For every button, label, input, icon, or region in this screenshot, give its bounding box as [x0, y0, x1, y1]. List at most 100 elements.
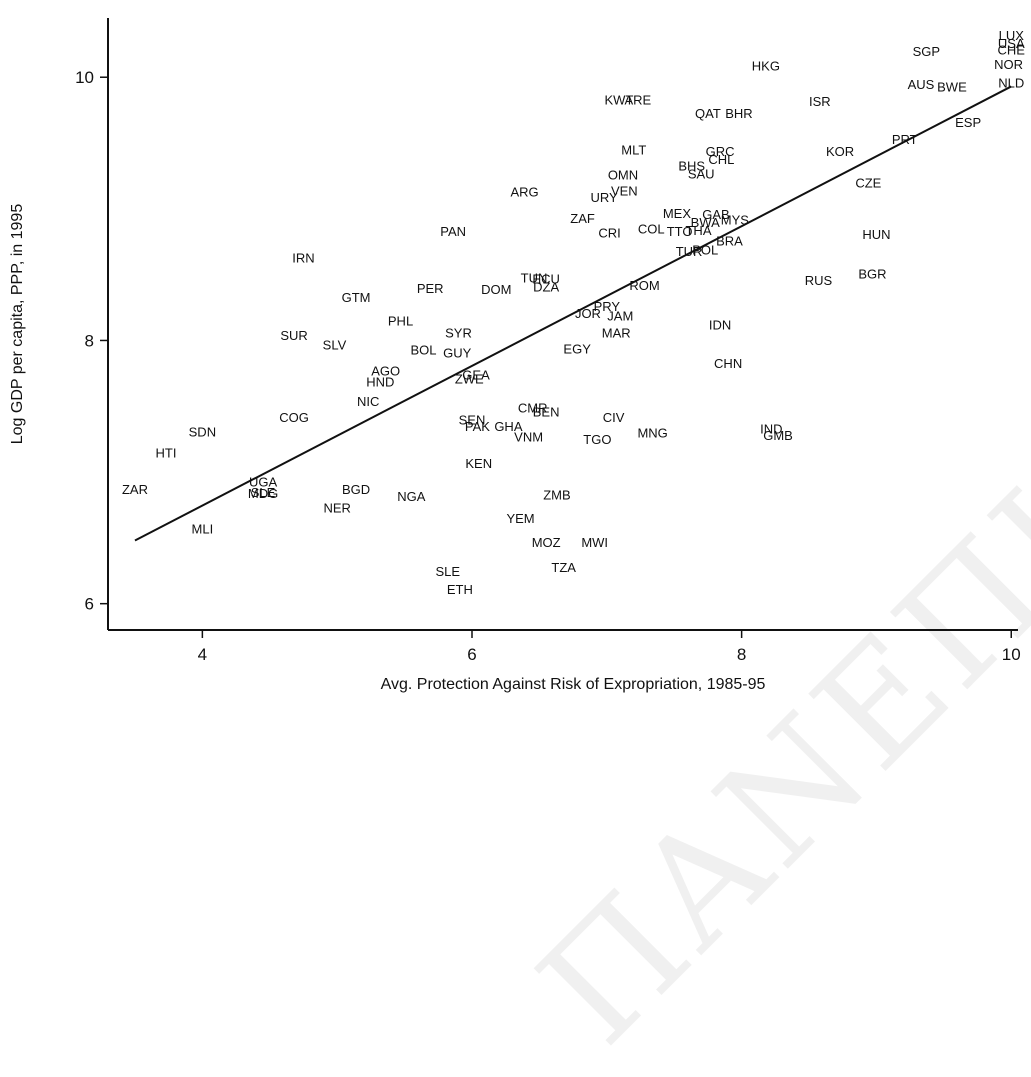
- point-label: GAB: [702, 207, 729, 222]
- point-label: CRI: [598, 226, 620, 241]
- fit-line-group: [134, 85, 1012, 542]
- x-tick-label: 10: [1002, 645, 1021, 664]
- point-label: GRC: [706, 144, 735, 159]
- point-label: SAU: [688, 166, 715, 181]
- point-label: QAT: [695, 106, 721, 121]
- point-label: CIV: [603, 410, 625, 425]
- point-label: GHA: [494, 419, 523, 434]
- points-group: ZARHTISDNMLIUGASLEMDGCOGSURIRNSLVGTMNERB…: [122, 28, 1025, 597]
- point-label: GUY: [443, 345, 472, 360]
- axes: 4 6 8 10 6 8 10: [75, 18, 1021, 664]
- point-label: BEN: [533, 405, 560, 420]
- point-label: UGA: [249, 474, 278, 489]
- point-label: TTO: [667, 224, 693, 239]
- point-label: MAR: [602, 326, 631, 341]
- point-label: PAK: [465, 419, 490, 434]
- point-label: BWE: [937, 79, 967, 94]
- point-label: SYR: [445, 326, 472, 341]
- point-label: THA: [685, 223, 711, 238]
- point-label: BHS: [678, 158, 705, 173]
- point-label: GEA: [462, 368, 490, 383]
- point-label: VNM: [514, 430, 543, 445]
- point-label: HUN: [862, 227, 890, 242]
- point-label: MWI: [581, 535, 608, 550]
- point-label: MEX: [663, 206, 692, 221]
- point-label: COG: [279, 410, 309, 425]
- point-label: HKG: [752, 58, 780, 73]
- point-label: IRN: [292, 251, 314, 266]
- point-label: MNG: [637, 426, 667, 441]
- point-label: LUX: [999, 28, 1025, 43]
- y-axis-label: Log GDP per capita, PPP, in 1995: [9, 204, 26, 445]
- point-label: ESP: [955, 115, 981, 130]
- point-label: CHN: [714, 356, 742, 371]
- point-label: ARG: [510, 185, 538, 200]
- point-label: CZE: [855, 176, 881, 191]
- x-tick-label: 6: [467, 645, 476, 664]
- point-label: VEN: [611, 183, 638, 198]
- point-label: PRT: [892, 132, 918, 147]
- point-label: HND: [366, 374, 394, 389]
- point-label: PER: [417, 281, 444, 296]
- point-label: NER: [323, 501, 350, 516]
- point-label: NOR: [994, 57, 1023, 72]
- point-label: BHR: [725, 106, 752, 121]
- point-label: GTM: [342, 290, 371, 305]
- point-label: AUS: [908, 77, 935, 92]
- point-label: KWT: [605, 93, 634, 108]
- point-label: USA: [998, 36, 1025, 51]
- point-label: JAM: [607, 308, 633, 323]
- point-label: JOR: [575, 306, 601, 321]
- point-label: COL: [638, 222, 665, 237]
- point-label: SEN: [459, 412, 486, 427]
- point-label: TUN: [521, 270, 548, 285]
- point-label: BRA: [716, 233, 743, 248]
- point-label: NIC: [357, 394, 379, 409]
- point-label: ISR: [809, 94, 831, 109]
- point-label: SUR: [280, 328, 307, 343]
- point-label: MYS: [721, 212, 750, 227]
- point-label: SGP: [913, 44, 940, 59]
- point-label: AGO: [371, 364, 400, 379]
- point-label: NGA: [397, 489, 426, 504]
- point-label: ZMB: [543, 487, 570, 502]
- x-tick-label: 8: [737, 645, 746, 664]
- point-label: SDN: [189, 424, 216, 439]
- point-label: PHL: [388, 314, 413, 329]
- point-label: CHL: [708, 152, 734, 167]
- y-tick-label: 8: [85, 331, 94, 350]
- point-label: ECU: [532, 272, 559, 287]
- point-label: CMR: [518, 401, 548, 416]
- point-label: SLE: [251, 485, 276, 500]
- point-label: TZA: [551, 560, 576, 575]
- point-label: POL: [692, 243, 718, 258]
- point-label: KEN: [465, 456, 492, 471]
- point-label: TUR: [676, 244, 703, 259]
- y-tick-label: 6: [85, 595, 94, 614]
- point-label: BWA: [691, 215, 720, 230]
- point-label: IDN: [709, 318, 731, 333]
- point-label: TGO: [583, 432, 611, 447]
- point-label: EGY: [563, 341, 591, 356]
- point-label: MLT: [621, 143, 646, 158]
- point-label: GMB: [763, 428, 793, 443]
- point-label: KOR: [826, 144, 854, 159]
- point-label: DOM: [481, 282, 511, 297]
- point-label: HTI: [155, 445, 176, 460]
- point-label: RUS: [805, 273, 833, 288]
- point-label: SLE: [435, 564, 460, 579]
- point-label: ROM: [629, 278, 659, 293]
- point-label: BOL: [410, 343, 436, 358]
- point-label: CHE: [998, 43, 1026, 58]
- fit-line: [134, 85, 1012, 542]
- point-label: YEM: [506, 511, 534, 526]
- x-axis-label: Avg. Protection Against Risk of Expropri…: [381, 676, 766, 693]
- point-label: OMN: [608, 168, 638, 183]
- point-label: PAN: [440, 224, 466, 239]
- point-label: ARE: [624, 93, 651, 108]
- point-label: PRY: [594, 299, 621, 314]
- point-label: IND: [760, 422, 782, 437]
- point-label: BGD: [342, 482, 370, 497]
- point-label: NLD: [998, 75, 1024, 90]
